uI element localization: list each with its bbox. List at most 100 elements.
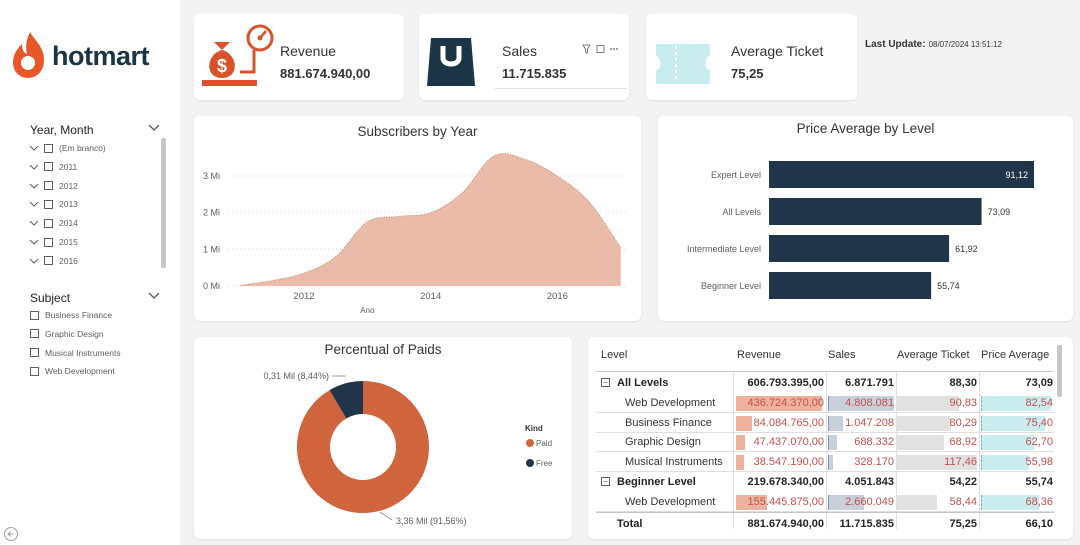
- matrix-group-row[interactable]: − Beginner Level 219.678.340,00 4.051.843 54…: [596, 472, 1054, 492]
- svg-text:$: $: [217, 56, 227, 76]
- year-slicer-item[interactable]: 2011: [28, 159, 158, 175]
- matrix-row[interactable]: Graphic Design 47.437.070,00 688.332 68,92 6…: [596, 432, 1054, 453]
- subject-slicer-item[interactable]: Web Development: [30, 363, 160, 379]
- legend-label[interactable]: Free: [536, 459, 553, 468]
- matrix-row[interactable]: Web Development 436.724.370,00 4.808.081 90…: [596, 393, 1054, 413]
- level-cell: Beginner Level: [617, 476, 696, 488]
- year-slicer-item[interactable]: 2013: [28, 196, 158, 212]
- year-slicer-item[interactable]: 2016: [28, 253, 158, 269]
- slicer-item-label: Business Finance: [45, 310, 113, 320]
- column-header[interactable]: Average Ticket: [897, 349, 970, 361]
- chevron-down-icon[interactable]: [28, 198, 40, 210]
- checkbox[interactable]: [30, 310, 39, 320]
- column-header[interactable]: Sales: [828, 349, 856, 361]
- category-label: Intermediate Level: [687, 244, 761, 254]
- chevron-down-icon[interactable]: [28, 142, 40, 154]
- subject-slicer-item[interactable]: Graphic Design: [30, 326, 160, 342]
- column-header[interactable]: Price Average: [981, 349, 1050, 361]
- matrix-row[interactable]: Web Development 155.445.875,00 2.660.049 58…: [596, 492, 1054, 512]
- slicer-item-label: (Em branco): [59, 143, 106, 153]
- column-header[interactable]: Revenue: [737, 349, 782, 361]
- slicer-item-label: 2015: [59, 237, 78, 247]
- sales-cell: 688.332: [854, 436, 894, 449]
- chevron-down-icon[interactable]: [28, 255, 40, 267]
- area-chart[interactable]: 0 Mi 1 Mi 2 Mi 3 Mi 2012 2014 2016 Ano: [194, 116, 641, 321]
- average-ticket-card[interactable]: Average Ticket 75,25: [646, 14, 857, 100]
- bar[interactable]: [769, 235, 950, 262]
- collapse-icon[interactable]: −: [601, 378, 610, 387]
- header-divider: [596, 371, 1054, 372]
- checkbox[interactable]: [44, 162, 53, 172]
- subject-slicer-item[interactable]: Musical Instruments: [30, 345, 160, 361]
- chevron-down-icon[interactable]: [148, 290, 160, 302]
- percentual-of-paids-visual[interactable]: Percentual of Paids 0,31 Mil (8,44%) 3,36…: [194, 337, 572, 539]
- slicer-item-label: Graphic Design: [45, 328, 104, 339]
- revenue-card[interactable]: $ Revenue 881.674.940,00: [194, 14, 404, 100]
- data-bar: [736, 435, 746, 451]
- bar[interactable]: [769, 161, 1034, 188]
- matrix-row[interactable]: Business Finance 84.084.765,00 1.047.208 80…: [596, 413, 1054, 433]
- chart-title: Price Average by Level: [796, 121, 935, 136]
- back-arrow-icon[interactable]: [3, 526, 19, 542]
- sales-card[interactable]: Sales 11.715.835: [419, 14, 629, 100]
- chevron-down-icon[interactable]: [28, 161, 40, 173]
- chevron-down-icon[interactable]: [28, 217, 40, 229]
- category-label: Beginner Level: [701, 281, 761, 291]
- legend-marker[interactable]: [526, 439, 534, 447]
- level-cell: Web Development: [625, 396, 716, 409]
- total-sales-cell: 11.715.835: [839, 517, 894, 530]
- donut-slice[interactable]: [297, 381, 430, 513]
- row-divider: [596, 411, 1054, 413]
- chevron-down-icon[interactable]: [28, 180, 40, 192]
- checkbox[interactable]: [44, 237, 53, 247]
- year-slicer-item[interactable]: 2015: [28, 234, 158, 250]
- data-bar: [828, 395, 894, 411]
- checkbox[interactable]: [30, 329, 39, 339]
- level-cell: Web Development: [625, 495, 716, 508]
- checkbox[interactable]: [44, 181, 53, 191]
- row-divider: [596, 431, 1054, 433]
- matrix-row[interactable]: Musical Instruments 38.547.190,00 328.170 1…: [596, 452, 1054, 473]
- bar[interactable]: [769, 272, 932, 299]
- year-slicer-item[interactable]: 2014: [28, 215, 158, 231]
- matrix-scrollbar[interactable]: [1057, 345, 1062, 397]
- chevron-down-icon[interactable]: [28, 236, 40, 248]
- chart-title: Percentual of Paids: [324, 342, 442, 357]
- slicer-item-label: 2013: [59, 199, 78, 210]
- checkbox[interactable]: [44, 256, 53, 266]
- year-slicer-item[interactable]: (Em branco): [28, 140, 158, 156]
- chevron-down-icon[interactable]: [148, 122, 160, 134]
- legend-marker[interactable]: [526, 459, 534, 467]
- checkbox[interactable]: [44, 218, 53, 228]
- data-bar: [897, 395, 959, 411]
- revenue-cell: 38.547.190,00: [753, 456, 824, 469]
- column-header[interactable]: Level: [601, 349, 628, 361]
- checkbox[interactable]: [44, 199, 53, 209]
- subject-slicer-item[interactable]: Business Finance: [30, 307, 160, 323]
- checkbox[interactable]: [44, 143, 53, 153]
- area-fill[interactable]: [240, 153, 621, 286]
- visual-header-icons[interactable]: [582, 44, 622, 54]
- data-bar: [897, 494, 937, 510]
- slicer-item-label: 2014: [59, 218, 78, 229]
- bar[interactable]: [769, 198, 982, 225]
- data-bar: [981, 395, 1051, 411]
- sales-label: Sales: [502, 43, 538, 59]
- brand-name: hotmart: [52, 41, 150, 71]
- matrix-group-row[interactable]: − All Levels 606.793.395,00 6.871.791 88,30 7…: [596, 373, 1054, 393]
- price-average-by-level-visual[interactable]: Price Average by Level Expert Level 91,12…: [658, 116, 1073, 321]
- year-slicer-item[interactable]: 2012: [28, 178, 158, 194]
- donut-chart[interactable]: 0,31 Mil (8,44%) 3,36 Mil (91,56%) Kind Pai…: [194, 337, 572, 539]
- checkbox[interactable]: [30, 348, 39, 358]
- slicer-scrollbar[interactable]: [161, 138, 166, 268]
- data-bar: [828, 435, 838, 451]
- subscribers-by-year-visual[interactable]: Subscribers by Year 0 Mi 1 Mi 2 Mi 3 Mi 2012…: [194, 116, 641, 321]
- matrix-total-row[interactable]: Total 881.674.940,00 11.715.835 75,25 66,10: [596, 514, 1054, 534]
- price-cell: 82,54: [1025, 396, 1053, 409]
- legend-label[interactable]: Paid: [536, 439, 552, 448]
- checkbox[interactable]: [30, 366, 39, 376]
- bar-chart[interactable]: Expert Level 91,12 All Levels 73,09 Intermed…: [658, 116, 1073, 321]
- collapse-icon[interactable]: −: [601, 477, 610, 486]
- donut-slice[interactable]: [329, 381, 363, 419]
- total-divider: [596, 511, 1054, 513]
